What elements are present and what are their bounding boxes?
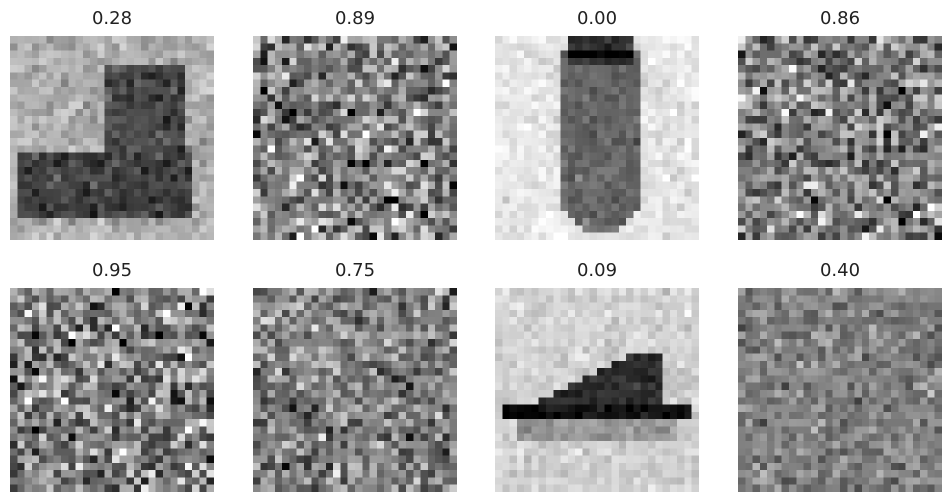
panel-title: 0.75 (334, 260, 376, 281)
noisy-image (253, 288, 457, 492)
panel-title: 0.28 (91, 8, 133, 29)
noisy-image (495, 36, 699, 240)
noisy-image (738, 288, 942, 492)
panel-title: 0.09 (576, 260, 618, 281)
panel-title: 0.89 (334, 8, 376, 29)
noisy-image (10, 36, 214, 240)
panel-title: 0.86 (819, 8, 861, 29)
noisy-image (10, 288, 214, 492)
panel-title: 0.00 (576, 8, 618, 29)
panel-title: 0.40 (819, 260, 861, 281)
noisy-image (738, 36, 942, 240)
panel-title: 0.95 (91, 260, 133, 281)
noisy-image (495, 288, 699, 492)
noisy-image (253, 36, 457, 240)
